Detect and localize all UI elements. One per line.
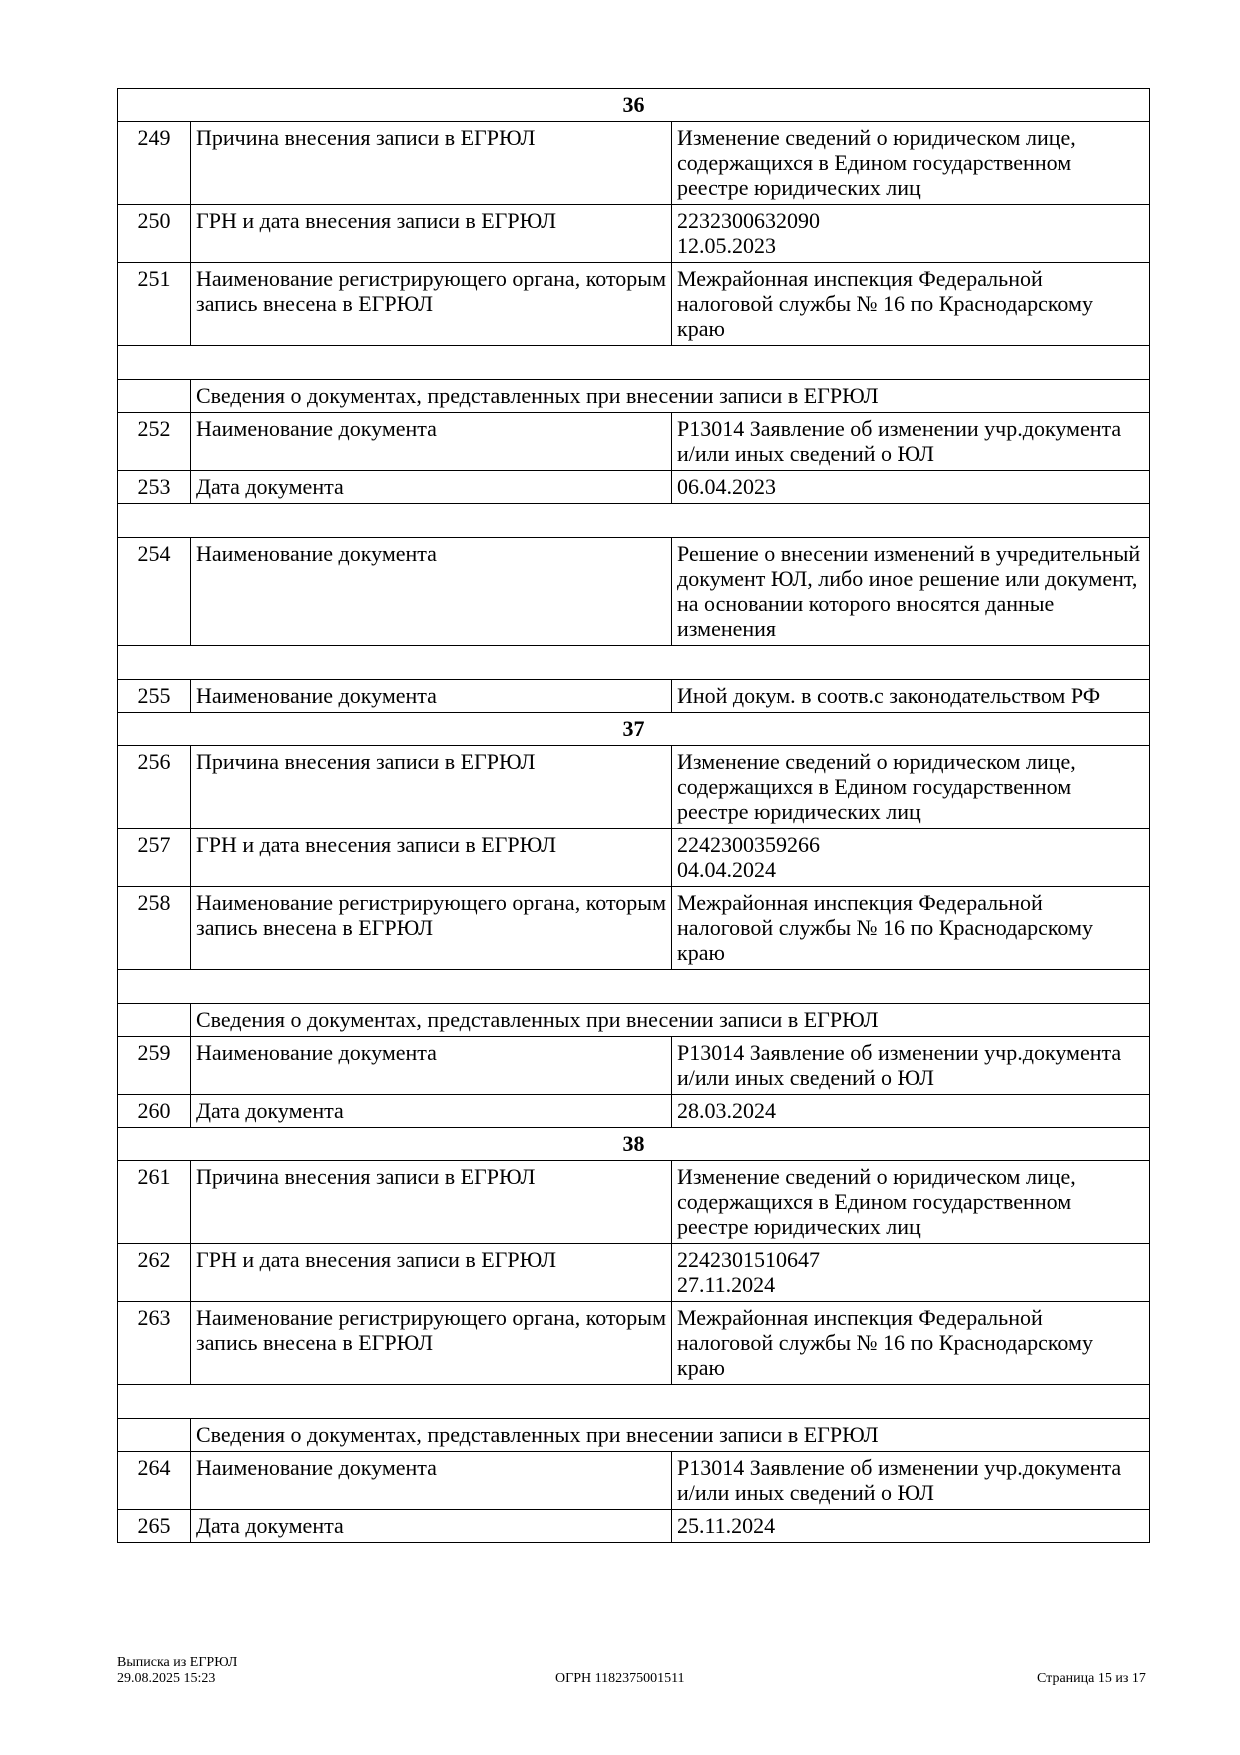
row-value: 2242300359266 04.04.2024 [671, 828, 1150, 887]
row-value: 06.04.2023 [671, 470, 1150, 504]
group-header: 36 [117, 88, 1150, 122]
row-value: Межрайонная инспекция Федеральной налого… [671, 262, 1150, 346]
egrul-records-table: 36 249 Причина внесения записи в ЕГРЮЛ Изме… [117, 88, 1150, 1543]
row-label: Причина внесения записи в ЕГРЮЛ [190, 1160, 672, 1244]
section-title: Сведения о документах, представленных пр… [190, 379, 1150, 413]
table-row: 249 Причина внесения записи в ЕГРЮЛ Измене… [117, 121, 1150, 205]
blank-cell [117, 1384, 1150, 1419]
footer-title: Выписка из ЕГРЮЛ [117, 1655, 238, 1670]
footer-page-number: Страница 15 из 17 [1037, 1671, 1146, 1686]
row-label: Дата документа [190, 1509, 672, 1543]
empty-num-cell [117, 1003, 191, 1037]
row-number: 255 [117, 679, 191, 713]
row-label: Наименование регистрирующего органа, кот… [190, 1301, 672, 1385]
row-value: Р13014 Заявление об изменении учр.докуме… [671, 412, 1150, 471]
table-row: 258 Наименование регистрирующего органа, … [117, 886, 1150, 970]
row-label: ГРН и дата внесения записи в ЕГРЮЛ [190, 204, 672, 263]
section-row: Сведения о документах, представленных пр… [117, 1418, 1150, 1452]
row-number: 265 [117, 1509, 191, 1543]
table-row: 253 Дата документа 06.04.2023 [117, 470, 1150, 504]
table-row: 256 Причина внесения записи в ЕГРЮЛ Измене… [117, 745, 1150, 829]
section-title: Сведения о документах, представленных пр… [190, 1003, 1150, 1037]
table-row: 251 Наименование регистрирующего органа, … [117, 262, 1150, 346]
row-number: 254 [117, 537, 191, 646]
row-value: Межрайонная инспекция Федеральной налого… [671, 886, 1150, 970]
row-value: Изменение сведений о юридическом лице, с… [671, 121, 1150, 205]
row-number: 260 [117, 1094, 191, 1128]
blank-row [117, 345, 1150, 380]
row-number: 261 [117, 1160, 191, 1244]
row-label: Дата документа [190, 470, 672, 504]
row-number: 258 [117, 886, 191, 970]
row-number: 263 [117, 1301, 191, 1385]
row-number: 253 [117, 470, 191, 504]
row-number: 250 [117, 204, 191, 263]
row-label: Причина внесения записи в ЕГРЮЛ [190, 121, 672, 205]
blank-row [117, 503, 1150, 538]
row-value: Межрайонная инспекция Федеральной налого… [671, 1301, 1150, 1385]
blank-row [117, 1384, 1150, 1419]
table-row: 259 Наименование документа Р13014 Заявлени… [117, 1036, 1150, 1095]
row-value: Изменение сведений о юридическом лице, с… [671, 1160, 1150, 1244]
section-row: Сведения о документах, представленных пр… [117, 1003, 1150, 1037]
group-header: 37 [117, 712, 1150, 746]
row-number: 257 [117, 828, 191, 887]
row-value: Р13014 Заявление об изменении учр.докуме… [671, 1451, 1150, 1510]
footer-left: Выписка из ЕГРЮЛ 29.08.2025 15:23 [117, 1655, 237, 1687]
row-label: Причина внесения записи в ЕГРЮЛ [190, 745, 672, 829]
table-row: 254 Наименование документа Решение о внесе… [117, 537, 1150, 646]
section-row: Сведения о документах, представленных пр… [117, 379, 1150, 413]
row-label: Наименование документа [190, 679, 672, 713]
row-number: 264 [117, 1451, 191, 1510]
empty-num-cell [117, 1418, 191, 1452]
table-row: 255 Наименование документа Иной докум. в с… [117, 679, 1150, 713]
table-row: 250 ГРН и дата внесения записи в ЕГРЮЛ 223… [117, 204, 1150, 263]
footer-datetime: 29.08.2025 15:23 [117, 1671, 216, 1686]
row-value: 25.11.2024 [671, 1509, 1150, 1543]
row-number: 259 [117, 1036, 191, 1095]
table-row: 261 Причина внесения записи в ЕГРЮЛ Измене… [117, 1160, 1150, 1244]
row-number: 252 [117, 412, 191, 471]
row-label: ГРН и дата внесения записи в ЕГРЮЛ [190, 828, 672, 887]
row-label: Наименование документа [190, 537, 672, 646]
row-value: 28.03.2024 [671, 1094, 1150, 1128]
blank-row [117, 969, 1150, 1004]
empty-num-cell [117, 379, 191, 413]
row-value: Р13014 Заявление об изменении учр.докуме… [671, 1036, 1150, 1095]
row-label: Наименование регистрирующего органа, кот… [190, 262, 672, 346]
row-value: Решение о внесении изменений в учредител… [671, 537, 1150, 646]
group-header: 38 [117, 1127, 1150, 1161]
row-number: 256 [117, 745, 191, 829]
group-number: 37 [117, 712, 1150, 746]
table-row: 264 Наименование документа Р13014 Заявлени… [117, 1451, 1150, 1510]
row-label: Наименование документа [190, 1036, 672, 1095]
row-value: Иной докум. в соотв.с законодательством … [671, 679, 1150, 713]
row-value: 2242301510647 27.11.2024 [671, 1243, 1150, 1302]
table-row: 263 Наименование регистрирующего органа, … [117, 1301, 1150, 1385]
blank-cell [117, 645, 1150, 680]
row-label: ГРН и дата внесения записи в ЕГРЮЛ [190, 1243, 672, 1302]
blank-cell [117, 345, 1150, 380]
row-label: Наименование документа [190, 412, 672, 471]
row-number: 262 [117, 1243, 191, 1302]
group-number: 36 [117, 88, 1150, 122]
footer-ogrn: ОГРН 1182375001511 [555, 1671, 685, 1686]
row-number: 251 [117, 262, 191, 346]
table-row: 260 Дата документа 28.03.2024 [117, 1094, 1150, 1128]
row-label: Наименование документа [190, 1451, 672, 1510]
row-label: Наименование регистрирующего органа, кот… [190, 886, 672, 970]
table-row: 257 ГРН и дата внесения записи в ЕГРЮЛ 224… [117, 828, 1150, 887]
row-value: Изменение сведений о юридическом лице, с… [671, 745, 1150, 829]
table-row: 265 Дата документа 25.11.2024 [117, 1509, 1150, 1543]
blank-cell [117, 969, 1150, 1004]
table-row: 252 Наименование документа Р13014 Заявлени… [117, 412, 1150, 471]
group-number: 38 [117, 1127, 1150, 1161]
section-title: Сведения о документах, представленных пр… [190, 1418, 1150, 1452]
row-label: Дата документа [190, 1094, 672, 1128]
row-value: 2232300632090 12.05.2023 [671, 204, 1150, 263]
blank-row [117, 645, 1150, 680]
blank-cell [117, 503, 1150, 538]
row-number: 249 [117, 121, 191, 205]
table-row: 262 ГРН и дата внесения записи в ЕГРЮЛ 224… [117, 1243, 1150, 1302]
